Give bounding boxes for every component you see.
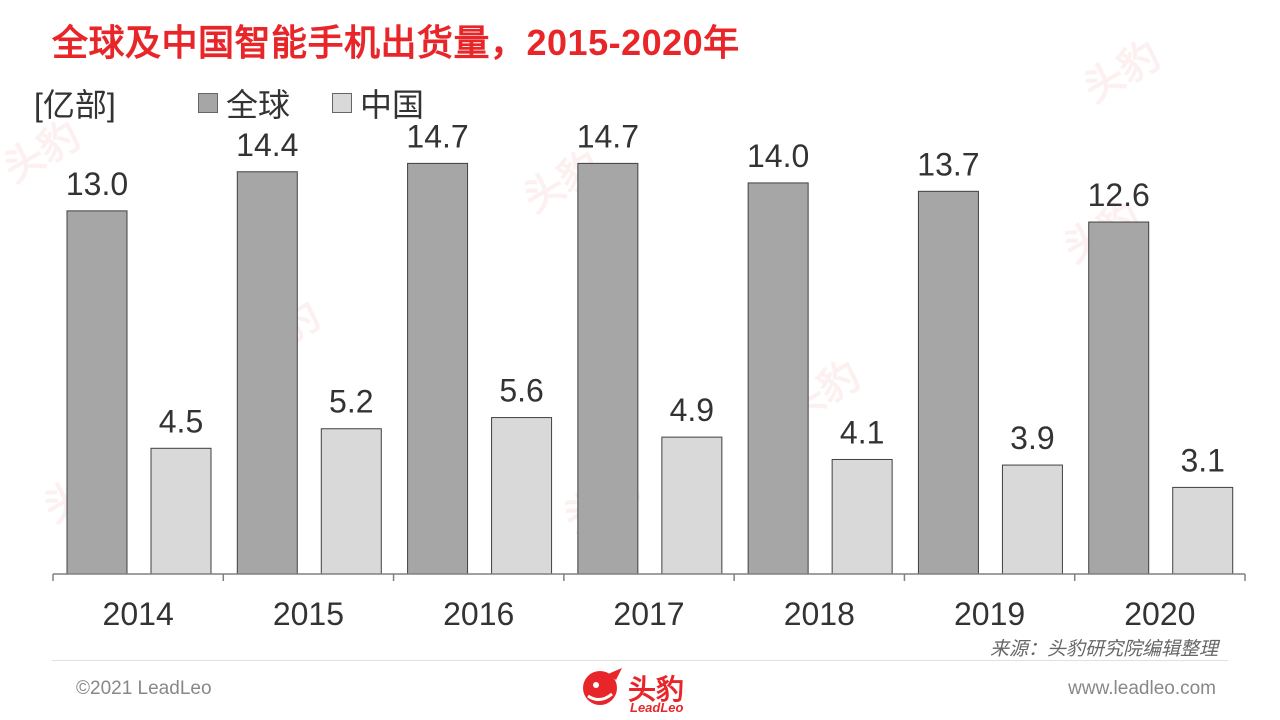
bar-china-2018	[831, 458, 893, 575]
leo-head-icon	[583, 668, 622, 705]
legend-swatch-china	[332, 93, 353, 113]
bar-global-2019	[917, 190, 979, 575]
copyright-text: ©2021 LeadLeo	[76, 678, 212, 699]
bar-global-2018	[747, 182, 809, 575]
bar-global-2017	[577, 162, 639, 575]
unit-label: [亿部]	[34, 87, 116, 123]
data-label-global-2019: 13.7	[917, 146, 979, 182]
chart-title: 全球及中国智能手机出货量，2015-2020年	[52, 22, 740, 63]
data-label-global-2018: 14.0	[747, 138, 809, 174]
bar-china-2014	[150, 447, 212, 575]
data-label-global-2014: 13.0	[66, 166, 128, 202]
bar-global-2020	[1088, 221, 1150, 575]
data-label-china-2018: 4.1	[840, 414, 884, 450]
x-tick-label-2017: 2017	[613, 596, 684, 632]
x-tick-label-2016: 2016	[443, 596, 514, 632]
x-tick-label-2019: 2019	[954, 596, 1025, 632]
legend-label-china: 中国	[360, 87, 425, 123]
bar-global-2015	[236, 171, 298, 575]
data-label-china-2016: 5.6	[499, 373, 543, 409]
data-label-global-2017: 14.7	[577, 118, 639, 154]
legend-item-global: 全球	[198, 80, 290, 126]
data-label-global-2016: 14.7	[406, 118, 468, 154]
x-tick-label-2020: 2020	[1124, 596, 1195, 632]
legend: 全球 中国	[198, 80, 466, 126]
data-label-china-2019: 3.9	[1010, 420, 1054, 456]
website-link[interactable]: www.leadleo.com	[1068, 678, 1216, 699]
bar-china-2015	[320, 428, 382, 575]
bar-china-2017	[661, 436, 723, 575]
data-label-china-2014: 4.5	[159, 403, 203, 439]
legend-swatch-global	[198, 93, 218, 113]
bar-global-2016	[407, 162, 469, 575]
leadleo-logo: 头豹 LeadLeo	[578, 664, 708, 718]
x-tick-label-2014: 2014	[103, 596, 174, 632]
data-label-global-2015: 14.4	[236, 127, 298, 163]
data-label-china-2017: 4.9	[670, 392, 714, 428]
legend-item-china: 中国	[332, 80, 424, 126]
bar-china-2016	[491, 417, 553, 575]
x-tick-label-2018: 2018	[784, 596, 855, 632]
logo-text-en: LeadLeo	[630, 700, 684, 715]
source-note: 来源：头豹研究院编辑整理	[989, 639, 1218, 660]
logo-text-cn: 头豹	[628, 674, 685, 705]
data-label-china-2020: 3.1	[1180, 442, 1224, 478]
data-label-global-2020: 12.6	[1088, 177, 1150, 213]
data-label-china-2015: 5.2	[329, 384, 373, 420]
bar-global-2014	[66, 210, 128, 575]
footer-divider	[52, 660, 1228, 661]
bar-china-2020	[1172, 486, 1234, 575]
legend-label-global: 全球	[226, 87, 291, 123]
x-tick-label-2015: 2015	[273, 596, 344, 632]
bar-china-2019	[1001, 464, 1063, 575]
